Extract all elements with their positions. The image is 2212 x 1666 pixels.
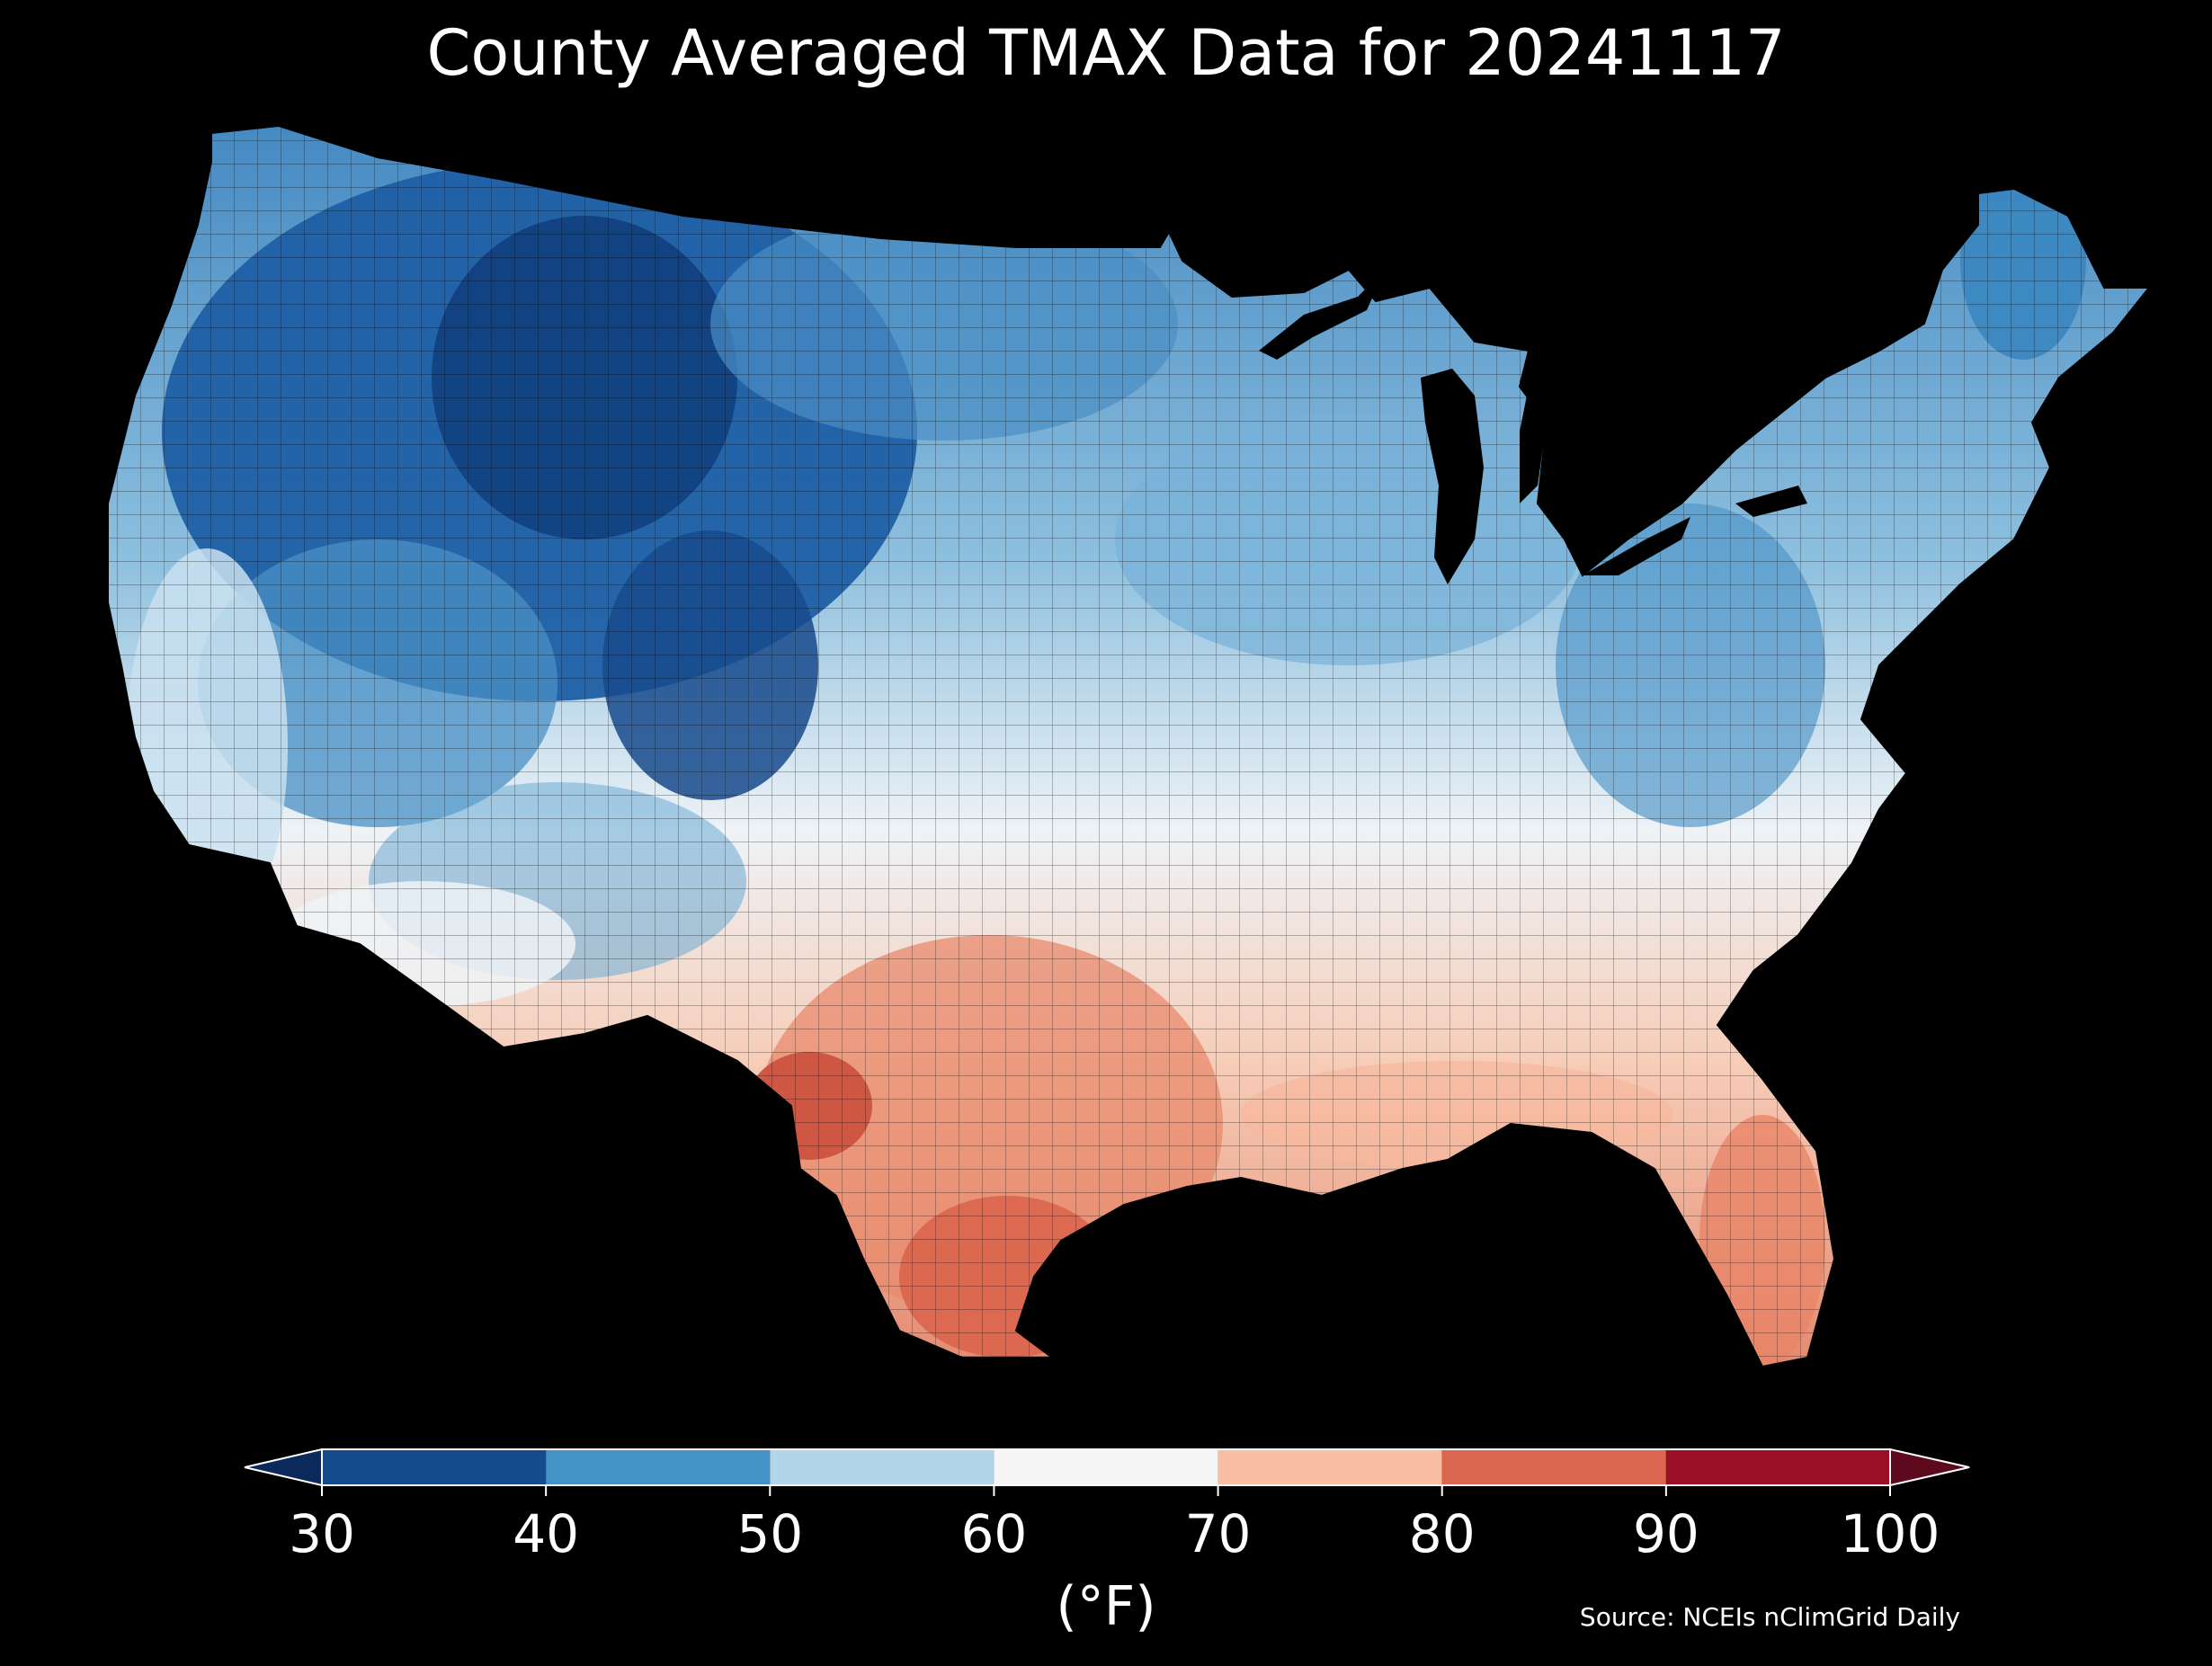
lake-erie [1583,517,1690,575]
lake-michigan [1421,369,1484,584]
colorbar-tick-label: 40 [513,1503,580,1564]
colorbar-tick-label: 50 [736,1503,804,1564]
colorbar-segment [770,1449,995,1485]
colorbar-segment [1441,1449,1666,1485]
source-note: Source: NCEIs nClimGrid Daily [1579,1602,1960,1632]
colorbar-segment [994,1449,1218,1485]
colorbar-tick-label: 30 [289,1503,355,1564]
colorbar-tick-label: 100 [1840,1503,1940,1564]
colorbar-segment [1217,1449,1442,1485]
colorbar-under-arrow [244,1448,323,1487]
colorbar-tick-label: 60 [960,1503,1028,1564]
colorbar-segment [1665,1449,1890,1485]
colorbar-tick-label: 80 [1408,1503,1476,1564]
colorbar-tick-label: 70 [1184,1503,1252,1564]
lake-ontario [1735,486,1807,517]
colorbar-segment [322,1449,547,1485]
colorbar-border [321,1448,1891,1486]
lake-superior [1259,270,1385,360]
lake-huron [1520,387,1547,503]
map-title: County Averaged TMAX Data for 20241117 [426,16,1786,90]
colorbar-unit-label: (°F) [1056,1575,1156,1638]
colorbar-over-arrow [1889,1448,1970,1487]
colorbar-tick-label: 90 [1632,1503,1699,1564]
colorbar-segment [546,1449,771,1485]
